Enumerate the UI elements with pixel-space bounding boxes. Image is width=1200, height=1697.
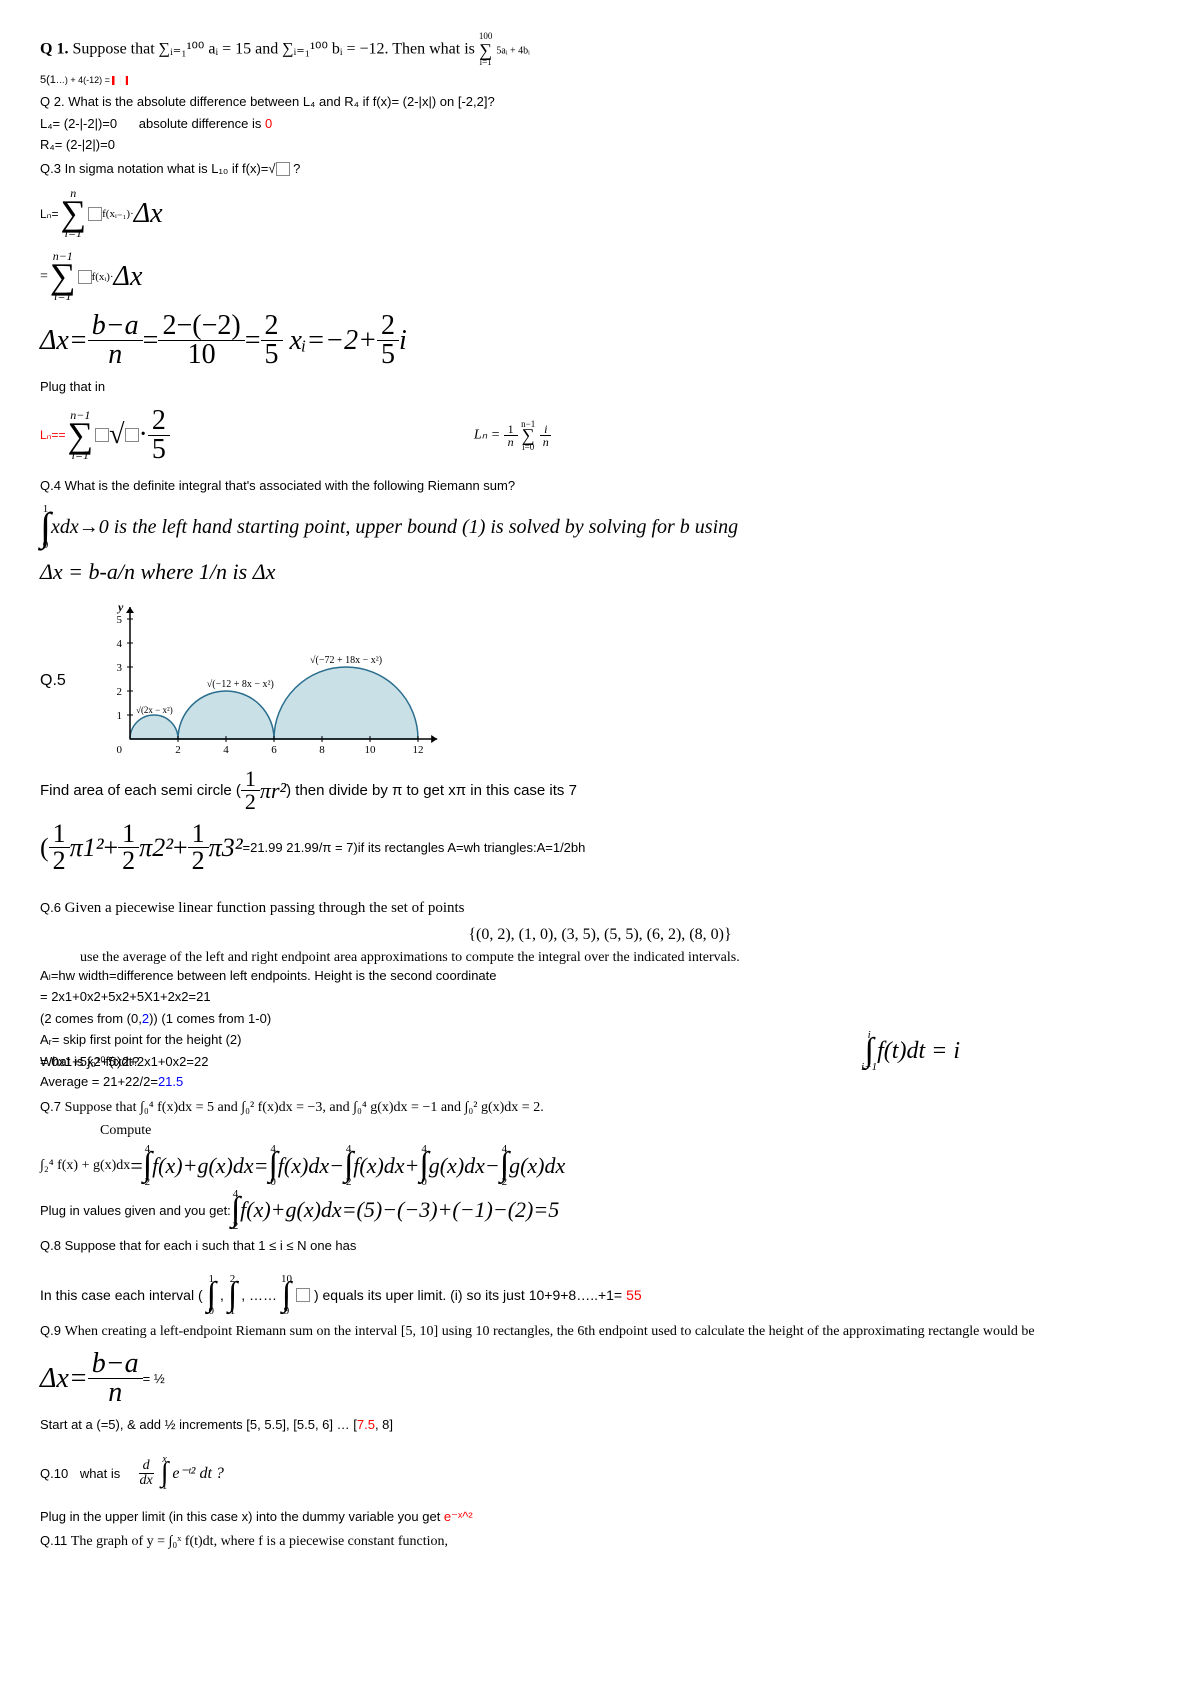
q9-label: Q.9 <box>40 1323 61 1338</box>
q10: Q.10 what is ddx x∫1 e⁻ᵗ² dt ? Plug in t… <box>40 1454 1160 1527</box>
svg-text:5: 5 <box>116 614 122 626</box>
svg-text:4: 4 <box>116 638 122 650</box>
svg-text:6: 6 <box>271 744 277 756</box>
semicircle-chart: 24681012123450xy√(2x − x²)√(−12 + 8x − x… <box>100 599 440 759</box>
q3: Q.3 In sigma notation what is L₁₀ if f(x… <box>40 159 1160 472</box>
q8-intervals: In this case each interval ( 1∫0 , 2∫1 ,… <box>40 1273 1160 1317</box>
svg-text:4: 4 <box>223 744 229 756</box>
svg-text:2: 2 <box>175 744 181 756</box>
q4: Q.4 What is the definite integral that's… <box>40 476 1160 586</box>
q8-label: Q.8 <box>40 1238 61 1253</box>
q7-label: Q.7 <box>40 1099 61 1114</box>
q10-label: Q.10 <box>40 1466 68 1481</box>
q3-sigma1: Lₙ= n ∑ i=1 f(xᵢ₋₁)· Δx <box>40 186 1160 241</box>
q6-integral: i ∫ i−1 f(t)dt = i <box>861 1029 960 1073</box>
q3-plug: Plug that in <box>40 377 1160 397</box>
q9-answer: 7.5 <box>357 1417 375 1432</box>
q4-label: Q.4 <box>40 478 61 493</box>
q8-answer: 55 <box>626 1287 642 1303</box>
q1-line2: 5(1…) + 4(-12) = ██ <box>40 72 1160 89</box>
q3-label: Q.3 <box>40 161 61 176</box>
q2-line1: Q 2. What is the absolute difference bet… <box>40 92 1160 112</box>
q11-label: Q.11 <box>40 1533 67 1548</box>
q2-line2: L₄= (2-|-2|)=0 absolute difference is 0 <box>40 114 1160 134</box>
q2-label: Q 2. <box>40 94 65 109</box>
q4-delta: Δx = b-a/n where 1/n is Δx <box>40 559 1160 585</box>
q9: Q.9 When creating a left-endpoint Rieman… <box>40 1321 1160 1435</box>
q2-line3: R₄= (2-|2|)=0 <box>40 135 1160 155</box>
svg-text:12: 12 <box>412 744 423 756</box>
q7: Q.7 Suppose that ∫₀⁴ f(x)dx = 5 and ∫₀² … <box>40 1097 1160 1232</box>
q3-line1: Q.3 In sigma notation what is L₁₀ if f(x… <box>40 159 1160 179</box>
q2-text: What is the absolute difference between … <box>68 94 494 109</box>
q8: Q.8 Suppose that for each i such that 1 … <box>40 1236 1160 1317</box>
q4-line1: Q.4 What is the definite integral that's… <box>40 476 1160 496</box>
q7-eq1: ∫₂⁴ f(x) + g(x)dx = 4∫2 f(x)+g(x)dx= 4∫0… <box>40 1143 1160 1187</box>
svg-text:10: 10 <box>364 744 376 756</box>
svg-text:√(−12 + 8x − x²): √(−12 + 8x − x²) <box>207 679 274 690</box>
q1-label: Q 1. <box>40 40 68 57</box>
svg-text:y: y <box>116 600 124 614</box>
q9-dx: Δx= b−an = ½ <box>40 1350 1160 1407</box>
svg-text:3: 3 <box>116 662 122 674</box>
q1-rhs-expr: 5aᵢ + 4bᵢ <box>496 45 529 56</box>
q1-rhs-sigma: 100 ∑ i=1 <box>479 30 493 70</box>
q11: Q.11 The graph of y = ∫₀ˣ f(t)dt, where … <box>40 1531 1160 1552</box>
q1-text: Suppose that ∑ᵢ₌₁¹⁰⁰ aᵢ = 15 and ∑ᵢ₌₁¹⁰⁰… <box>72 40 478 57</box>
placeholder-box <box>276 162 290 176</box>
q5-sum: ( 12 π1² + 12 π2² + 12 π3² =21.99 21.99/… <box>40 821 1160 874</box>
q6-points: {(0, 2), (1, 0), (3, 5), (5, 5), (6, 2),… <box>40 926 1160 944</box>
q4-integral: 1 ∫ 0 xdx→0 is the left hand starting po… <box>40 503 1160 551</box>
q5: Q.5 24681012123450xy√(2x − x²)√(−12 + 8x… <box>40 593 1160 874</box>
q5-text1: Find area of each semi circle ( 12 πr² )… <box>40 768 1160 813</box>
q6: Q.6 Given a piecewise linear function pa… <box>40 897 1160 1093</box>
svg-text:√(−72 + 18x − x²): √(−72 + 18x − x²) <box>310 655 382 666</box>
svg-text:8: 8 <box>319 744 325 756</box>
q6-label: Q.6 <box>40 900 61 915</box>
svg-text:√(2x − x²): √(2x − x²) <box>136 705 173 715</box>
q2-answer: 0 <box>265 116 272 131</box>
q6-line1: Q.6 Given a piecewise linear function pa… <box>40 897 1160 920</box>
q3-final-row: Lₙ== n−1 ∑ i=1 √ · 25 Lₙ = 1n n−1 ∑ i=0 … <box>40 399 1160 472</box>
q3-right-formula: Lₙ = 1n n−1 ∑ i=0 in <box>474 419 553 452</box>
q10-answer: e⁻ˣ^² <box>444 1509 473 1524</box>
q2: Q 2. What is the absolute difference bet… <box>40 92 1160 155</box>
q1-redacted: ██ <box>112 76 127 85</box>
svg-text:2: 2 <box>116 686 122 698</box>
q1: Q 1. Suppose that ∑ᵢ₌₁¹⁰⁰ aᵢ = 15 and ∑ᵢ… <box>40 30 1160 88</box>
q1-line1: Q 1. Suppose that ∑ᵢ₌₁¹⁰⁰ aᵢ = 15 and ∑ᵢ… <box>40 30 1160 70</box>
q3-sigma3: Lₙ== n−1 ∑ i=1 √ · 25 <box>40 407 170 464</box>
q5-label: Q.5 <box>40 672 66 690</box>
q3-deltax: Δx= b−an = 2−(−2)10 = 25 xᵢ=−2+ 25 i <box>40 312 1160 369</box>
svg-text:1: 1 <box>116 710 122 722</box>
svg-text:0: 0 <box>116 744 122 756</box>
q3-sigma2: = n−1 ∑ i=1 f(xᵢ)· Δx <box>40 249 1160 304</box>
q5-chart: 24681012123450xy√(2x − x²)√(−12 + 8x − x… <box>100 599 440 762</box>
q7-eq2: Plug in values given and you get: 4∫2 f(… <box>40 1188 1160 1232</box>
q6-body2: use the average of the left and right en… <box>80 950 1160 966</box>
